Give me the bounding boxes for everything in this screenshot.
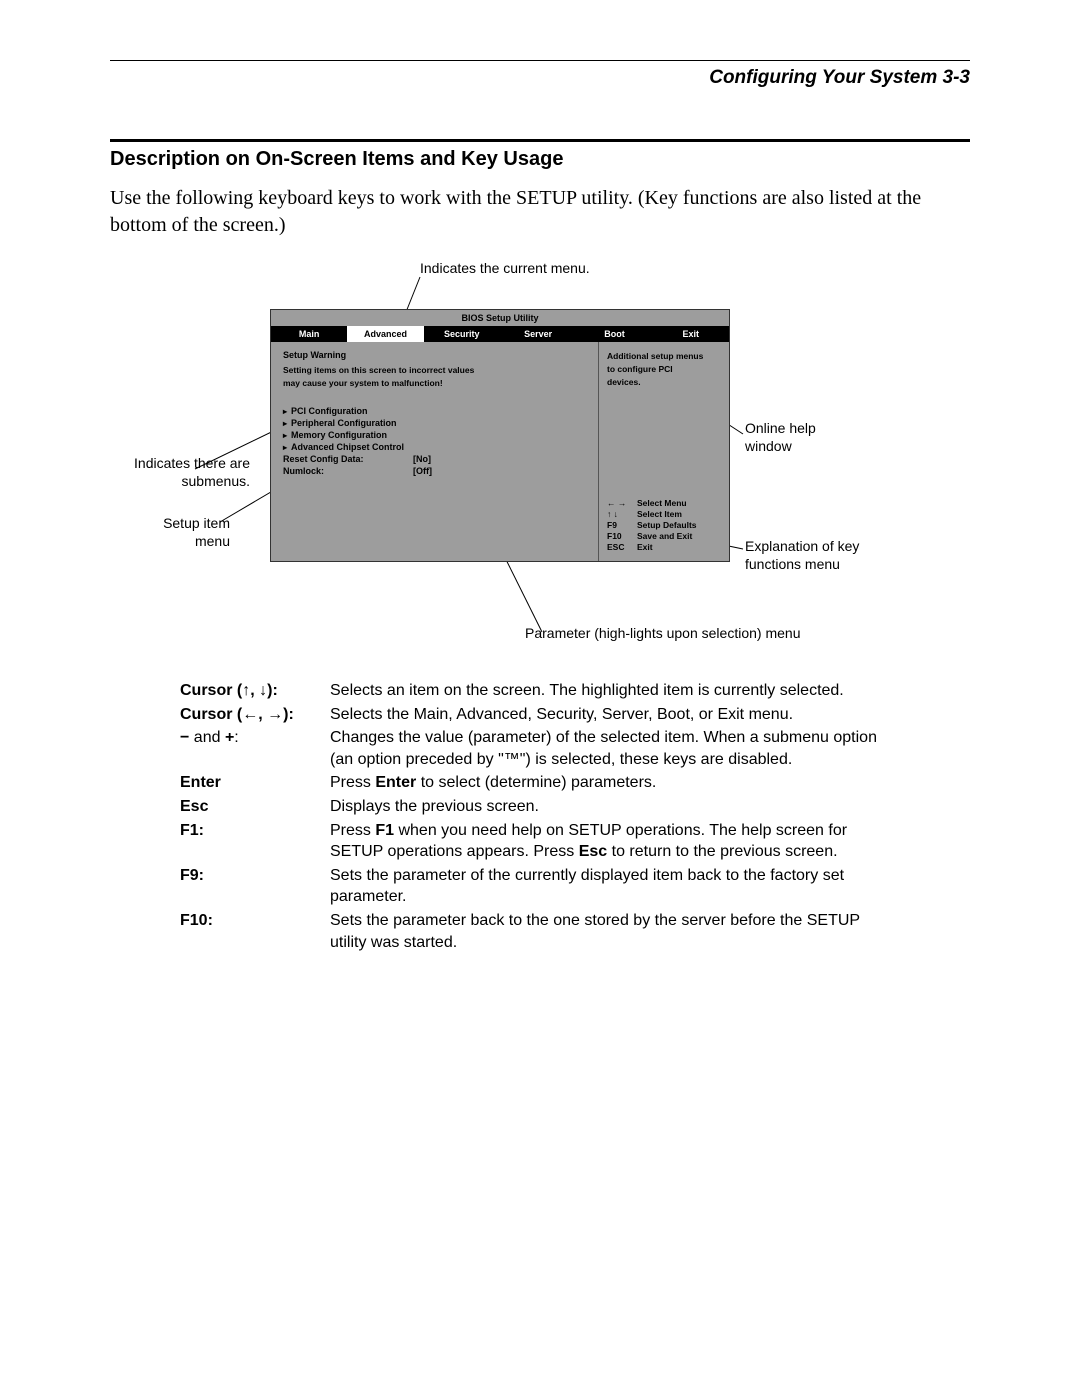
key-table-row: F9:Sets the parameter of the currently d…: [180, 864, 900, 909]
key-table-row: EnterPress Enter to select (determine) p…: [180, 771, 900, 795]
key-table-row: F1:Press F1 when you need help on SETUP …: [180, 819, 900, 864]
section-title: Description on On-Screen Items and Key U…: [110, 148, 970, 171]
bios-setting-row: Numlock:[Off]: [283, 466, 586, 476]
callout-submenus: Indicates there are submenus.: [130, 454, 250, 490]
bios-submenu-item: Advanced Chipset Control: [283, 442, 586, 452]
bios-tab: Server: [500, 326, 576, 342]
callout-key-functions: Explanation of key functions menu: [745, 537, 875, 573]
section-intro: Use the following keyboard keys to work …: [110, 185, 970, 239]
key-table-row: − and +:Changes the value (parameter) of…: [180, 726, 900, 771]
page-header: Configuring Your System 3-3: [110, 67, 970, 89]
bios-title: BIOS Setup Utility: [271, 310, 729, 326]
callout-setup-item: Setup item menu: [140, 514, 230, 550]
bios-key-help-row: ↑ ↓Select Item: [607, 509, 721, 519]
callout-current-menu: Indicates the current menu.: [420, 259, 590, 277]
bios-help-line3: devices.: [607, 377, 641, 387]
bios-key-help-row: F10Save and Exit: [607, 531, 721, 541]
bios-key-help-row: ← →Select Menu: [607, 498, 721, 508]
callout-online-help: Online help window: [745, 419, 845, 455]
bios-help-line2: to configure PCI: [607, 364, 673, 374]
bios-submenu-item: Memory Configuration: [283, 430, 586, 440]
key-usage-table: Cursor (↑, ↓):Selects an item on the scr…: [180, 679, 900, 954]
bios-tab: Exit: [653, 326, 729, 342]
bios-help-line1: Additional setup menus: [607, 351, 703, 361]
bios-submenu-item: PCI Configuration: [283, 406, 586, 416]
bios-warning-line1: Setting items on this screen to incorrec…: [283, 365, 474, 375]
bios-submenu-item: Peripheral Configuration: [283, 418, 586, 428]
key-table-row: Cursor (↑, ↓):Selects an item on the scr…: [180, 679, 900, 703]
key-table-row: Cursor (←, →):Selects the Main, Advanced…: [180, 703, 900, 727]
bios-warning-title: Setup Warning: [283, 350, 586, 360]
bios-tabs: MainAdvancedSecurityServerBootExit: [271, 326, 729, 342]
bios-tab: Security: [424, 326, 500, 342]
bios-window: BIOS Setup Utility MainAdvancedSecurityS…: [270, 309, 730, 562]
key-table-row: F10:Sets the parameter back to the one s…: [180, 909, 900, 954]
bios-setting-row: Reset Config Data:[No]: [283, 454, 586, 464]
callout-parameter: Parameter (high-lights upon selection) m…: [525, 624, 800, 642]
bios-key-help-row: ESCExit: [607, 542, 721, 552]
bios-diagram: Indicates the current menu. Indicates th…: [110, 259, 970, 659]
bios-tab: Main: [271, 326, 347, 342]
bios-key-help-row: F9Setup Defaults: [607, 520, 721, 530]
bios-tab: Boot: [576, 326, 652, 342]
bios-warning-line2: may cause your system to malfunction!: [283, 378, 443, 388]
key-table-row: EscDisplays the previous screen.: [180, 795, 900, 819]
bios-tab: Advanced: [347, 326, 423, 342]
